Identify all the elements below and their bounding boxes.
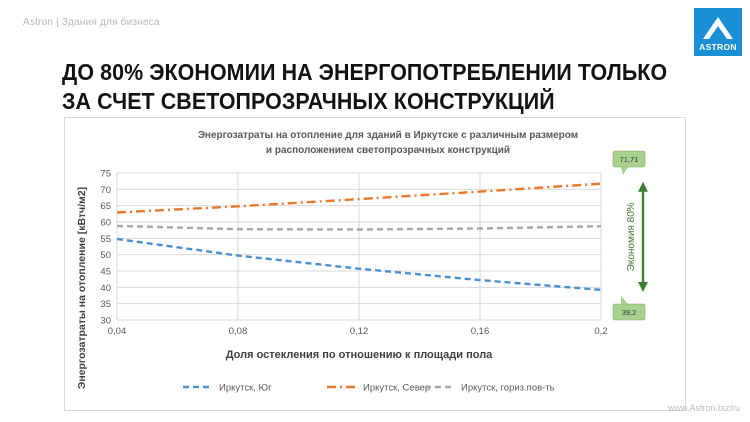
astron-logo[interactable]: ASTRON — [694, 8, 742, 56]
logo-text: ASTRON — [699, 42, 737, 52]
y-axis-label: Энергозатраты на отопление [кВтч/м2] — [76, 187, 88, 389]
x-tick-label: 0,2 — [594, 326, 607, 337]
y-tick-label: 30 — [100, 316, 111, 327]
y-tick-label: 75 — [100, 169, 111, 180]
y-axis-ticks: 30 35 40 45 50 55 60 65 70 75 — [100, 169, 111, 327]
x-tick-label: 0,04 — [108, 326, 127, 337]
series-line-2 — [116, 182, 602, 214]
footer-url[interactable]: www.Astron.biz/ru — [667, 403, 740, 413]
y-tick-label: 60 — [100, 218, 111, 229]
series-line-3 — [116, 224, 602, 231]
top-value-label: 71,71 — [620, 155, 639, 164]
page-headline: ДО 80% ЭКОНОМИИ НА ЭНЕРГОПОТРЕБЛЕНИИ ТОЛ… — [62, 58, 668, 116]
y-tick-label: 40 — [100, 283, 111, 294]
savings-annotation: 71,71 39,2 Экономия 80% — [612, 150, 648, 321]
x-axis-label: Доля остекления по отношению к площади п… — [226, 349, 493, 361]
bottom-value-label: 39,2 — [622, 308, 637, 317]
top-value-pointer — [621, 167, 628, 175]
headline-line-2: ЗА СЧЕТ СВЕТОПРОЗРАЧНЫХ КОНСТРУКЦИЙ — [62, 88, 555, 114]
chart-legend: Иркутск, Юг Иркутск, Север Иркутск, гориз.… — [183, 383, 555, 394]
headline-line-1: ДО 80% ЭКОНОМИИ НА ЭНЕРГОПОТРЕБЛЕНИИ ТОЛ… — [62, 59, 668, 85]
legend-label-2: Иркутск, Север — [363, 383, 430, 394]
x-axis-ticks: 0,04 0,08 0,12 0,16 0,2 — [108, 326, 608, 337]
chart-frame: Энергозатраты на отопление для зданий в … — [64, 117, 686, 411]
y-tick-label: 35 — [100, 299, 111, 310]
x-tick-label: 0,12 — [350, 326, 369, 337]
series-line-1 — [116, 237, 602, 292]
savings-percent-label: Экономия 80% — [626, 202, 637, 271]
top-value-badge — [612, 150, 646, 168]
chart-title-line-2: и расположением светопрозрачных конструк… — [266, 145, 510, 156]
y-tick-label: 50 — [100, 250, 111, 261]
legend-label-1: Иркутск, Юг — [219, 383, 272, 394]
y-tick-label: 55 — [100, 234, 111, 245]
savings-arrow-head-up — [638, 181, 648, 192]
chart-title-line-1: Энергозатраты на отопление для зданий в … — [198, 130, 578, 141]
logo-mountain-icon — [703, 17, 733, 39]
chart-series-lines — [116, 182, 602, 292]
y-tick-label: 70 — [100, 185, 111, 196]
x-tick-label: 0,16 — [471, 326, 490, 337]
chart-gridlines — [116, 172, 602, 321]
legend-label-3: Иркутск, гориз.пов-ть — [461, 383, 555, 394]
site-caption: Astron | Здания для бизнеса — [23, 17, 160, 28]
bottom-value-badge — [612, 303, 646, 321]
bottom-value-pointer — [621, 296, 628, 304]
savings-arrow-head-down — [638, 281, 648, 292]
energy-chart: Энергозатраты на отопление для зданий в … — [76, 130, 648, 394]
y-tick-label: 65 — [100, 201, 111, 212]
x-tick-label: 0,08 — [229, 326, 248, 337]
y-tick-label: 45 — [100, 267, 111, 278]
